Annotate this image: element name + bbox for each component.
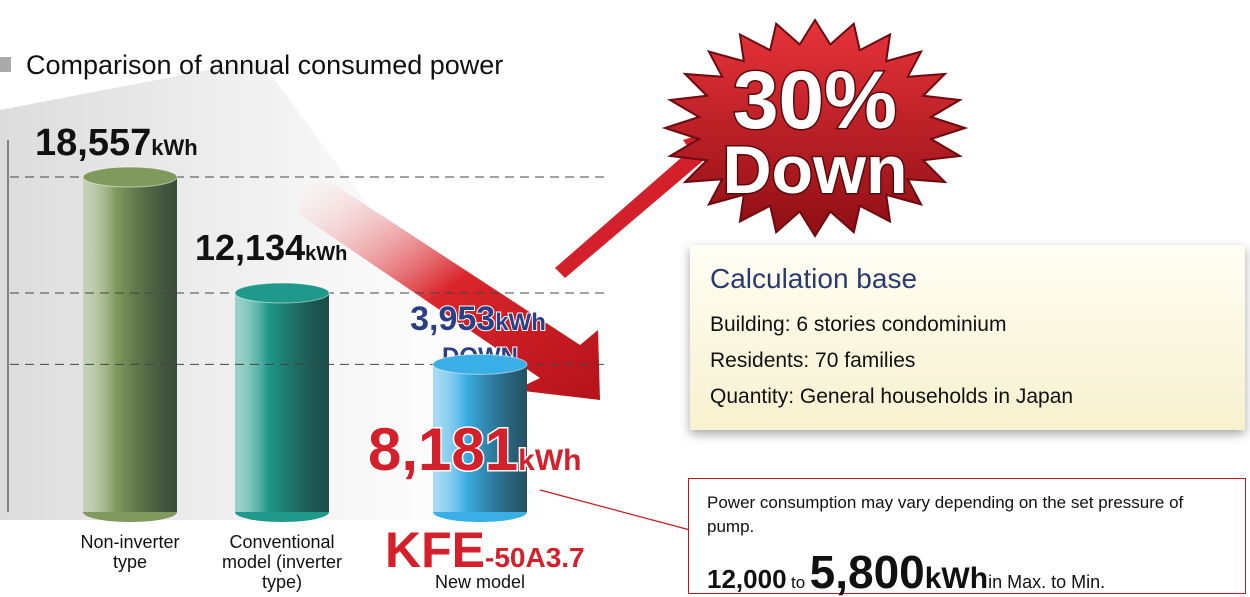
reduction-text: Down — [722, 132, 907, 208]
calculation-line: Quantity: General households in Japan — [710, 379, 1225, 415]
bar-shade — [83, 177, 177, 512]
model: KFE-50A3.7 — [385, 522, 585, 578]
range-suffix: in Max. to Min. — [988, 572, 1105, 592]
value-unit: kWh — [151, 135, 197, 160]
range-low: 5,800 — [810, 546, 925, 597]
note-text: Power consumption may vary depending on … — [707, 491, 1227, 539]
category-label: New model — [410, 572, 550, 592]
infographic: Comparison of annual consumed power 30% … — [0, 0, 1250, 597]
value-number: 12,134 — [195, 227, 305, 268]
model-name: KFE — [385, 522, 485, 578]
calculation-box: Calculation base Building: 6 stories con… — [690, 245, 1245, 430]
category-label: Conventional model (inverter type) — [212, 532, 352, 592]
difference-label: 3,953 — [410, 300, 495, 338]
range-high: 12,000 — [707, 564, 787, 594]
chart-title: Comparison of annual consumed power — [26, 50, 503, 80]
value-unit: kWh — [305, 243, 347, 265]
range-to: to — [791, 573, 805, 592]
category-label: Non-inverter type — [65, 532, 195, 572]
bar-shade — [235, 293, 329, 512]
model-number: -50A3.7 — [485, 542, 585, 573]
cylinder-top — [83, 167, 177, 187]
value-number: 18,557 — [35, 122, 151, 164]
title-bullet — [0, 57, 11, 72]
note-box: Power consumption may vary depending on … — [688, 478, 1246, 594]
calculation-line: Residents: 70 families — [710, 343, 1225, 379]
difference: 3,953kWh — [410, 300, 546, 338]
note-range: 12,000 to 5,800kWhin Max. to Min. — [707, 545, 1227, 597]
cylinder-top — [433, 354, 527, 374]
cylinder-top — [235, 283, 329, 303]
value-label: 8,181kWh — [368, 416, 581, 483]
calculation-title: Calculation base — [710, 263, 1225, 295]
difference-unit: kWh — [495, 309, 546, 336]
value-unit: kWh — [518, 444, 581, 477]
calculation-line: Building: 6 stories condominium — [710, 307, 1225, 343]
range-unit: kWh — [925, 562, 988, 595]
value-number: 8,181 — [368, 416, 518, 483]
